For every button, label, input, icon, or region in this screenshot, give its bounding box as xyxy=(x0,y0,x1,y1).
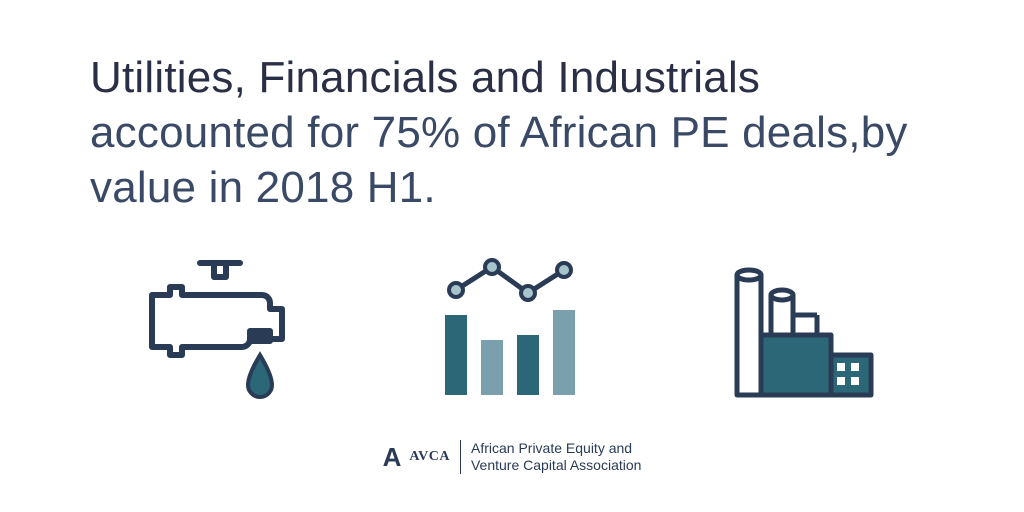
footer-org-name: African Private Equity and Venture Capit… xyxy=(471,440,641,474)
headline-bold: Utilities, Financials and Industrials xyxy=(90,53,760,102)
footer-logo: A AVCA xyxy=(383,444,450,470)
factory-buildings-icon xyxy=(717,255,887,405)
footer-org-line2: Venture Capital Association xyxy=(471,457,641,474)
infographic-page: Utilities, Financials and Industrials ac… xyxy=(0,0,1024,512)
faucet-icon xyxy=(137,255,307,405)
footer: A AVCA African Private Equity and Ventur… xyxy=(90,440,934,474)
avca-logo-mark: A xyxy=(383,444,402,470)
footer-org-line1: African Private Equity and xyxy=(471,440,641,457)
bar-line-chart-icon xyxy=(427,255,597,405)
headline: Utilities, Financials and Industrials ac… xyxy=(90,50,934,215)
headline-rest: accounted for 75% of African PE deals,by… xyxy=(90,108,908,212)
avca-logo-text: AVCA xyxy=(409,449,450,465)
icons-row xyxy=(90,255,934,405)
footer-separator xyxy=(460,440,461,474)
